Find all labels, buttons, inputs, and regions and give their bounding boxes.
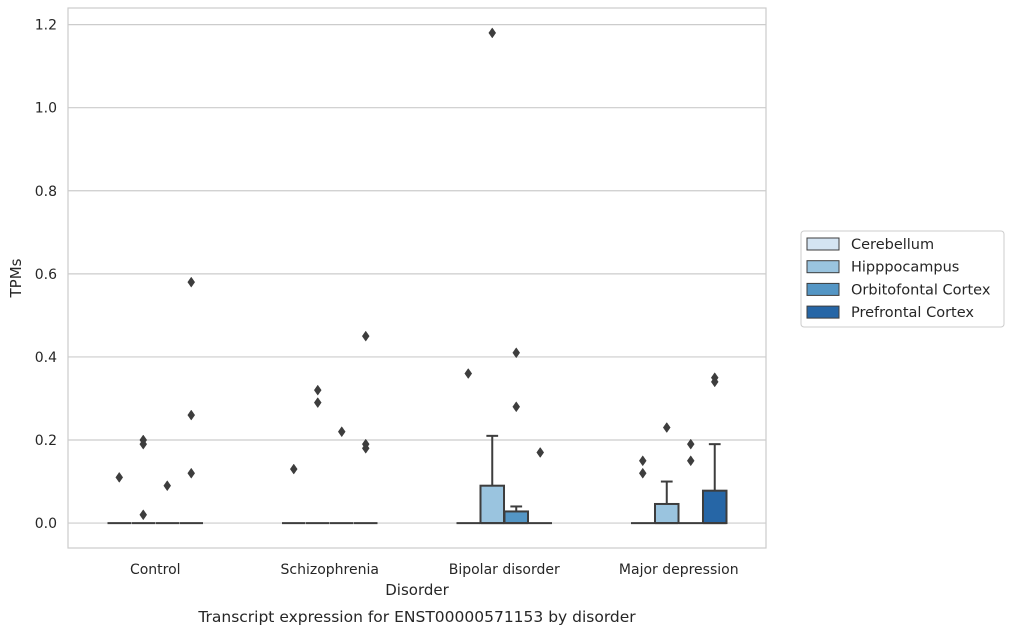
outlier-point bbox=[163, 480, 172, 492]
outlier-point bbox=[710, 372, 719, 384]
legend-swatch bbox=[806, 305, 840, 319]
plot-area bbox=[68, 8, 766, 548]
box bbox=[503, 510, 530, 525]
x-tick-label: Schizophrenia bbox=[281, 562, 379, 578]
legend-swatch bbox=[806, 237, 840, 251]
outlier-point bbox=[686, 455, 695, 467]
boxes-layer bbox=[107, 27, 728, 525]
legend-label: Hipppocampus bbox=[851, 260, 959, 276]
y-tick-label: 0.0 bbox=[35, 516, 57, 532]
box bbox=[653, 502, 680, 525]
x-tick-label: Bipolar disorder bbox=[449, 562, 560, 578]
gridlines bbox=[68, 24, 766, 524]
legend-swatch bbox=[806, 282, 840, 296]
y-tick-label: 0.8 bbox=[35, 184, 57, 200]
outlier-point bbox=[313, 397, 322, 409]
outlier-point bbox=[187, 409, 196, 421]
outlier-point bbox=[464, 368, 473, 379]
legend-label: Prefrontal Cortex bbox=[851, 305, 974, 321]
legend-swatch bbox=[806, 260, 840, 274]
outlier-point bbox=[289, 463, 298, 475]
outlier-point bbox=[337, 426, 346, 438]
outlier-point bbox=[187, 467, 196, 479]
y-tick-label: 0.4 bbox=[35, 350, 57, 366]
x-axis-ticks: Control Schizophrenia Bipolar disorder Majo… bbox=[130, 562, 739, 578]
plot-frame bbox=[67, 7, 767, 549]
y-axis-ticks: 0.0 0.2 0.4 0.6 0.8 1.0 1.2 bbox=[35, 18, 57, 532]
outlier-point bbox=[638, 467, 647, 479]
x-axis-label: Disorder bbox=[385, 581, 449, 599]
outlier-point bbox=[662, 422, 671, 433]
x-tick-label: Control bbox=[130, 562, 181, 578]
outlier-point bbox=[512, 401, 521, 413]
x-tick-label: Major depression bbox=[619, 562, 739, 578]
y-tick-label: 1.2 bbox=[35, 18, 57, 34]
outlier-point bbox=[686, 438, 695, 450]
legend-label: Orbitofontal Cortex bbox=[851, 282, 991, 298]
outlier-point bbox=[488, 27, 497, 39]
outlier-point bbox=[512, 347, 521, 359]
box bbox=[701, 489, 728, 525]
outlier-point bbox=[536, 447, 545, 458]
y-tick-label: 0.2 bbox=[35, 433, 57, 449]
chart-caption: Transcript expression for ENST0000057115… bbox=[197, 608, 636, 626]
y-axis-label: TPMs bbox=[7, 258, 25, 298]
outlier-point bbox=[313, 384, 322, 396]
outlier-point bbox=[139, 434, 148, 446]
y-tick-label: 0.6 bbox=[35, 267, 57, 283]
outlier-point bbox=[187, 276, 196, 288]
legend-label: Cerebellum bbox=[851, 237, 934, 253]
legend: Cerebellum Hipppocampus Orbitofontal Corte… bbox=[800, 230, 1005, 328]
outlier-point bbox=[115, 471, 124, 483]
outlier-point bbox=[361, 438, 370, 450]
legend-frame bbox=[800, 230, 1005, 328]
outlier-point bbox=[139, 509, 148, 521]
outlier-point bbox=[361, 330, 370, 342]
outlier-point bbox=[638, 455, 647, 467]
y-tick-label: 1.0 bbox=[35, 101, 57, 117]
box bbox=[479, 484, 506, 525]
